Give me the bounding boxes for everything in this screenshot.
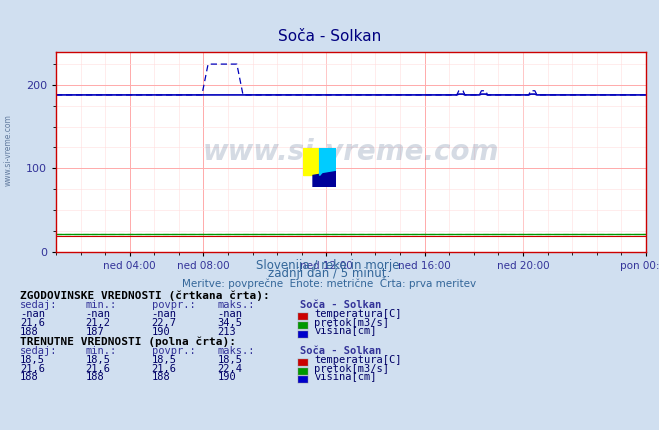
Text: 22,7: 22,7 — [152, 318, 177, 328]
Text: 21,6: 21,6 — [86, 363, 111, 374]
Text: 188: 188 — [20, 326, 38, 337]
Polygon shape — [320, 148, 336, 175]
Text: maks.:: maks.: — [217, 300, 255, 310]
Text: 34,5: 34,5 — [217, 318, 243, 328]
Text: temperatura[C]: temperatura[C] — [314, 355, 402, 365]
Text: povpr.:: povpr.: — [152, 300, 195, 310]
Text: www.si-vreme.com: www.si-vreme.com — [4, 114, 13, 187]
Text: 21,6: 21,6 — [152, 363, 177, 374]
Text: Soča - Solkan: Soča - Solkan — [300, 300, 381, 310]
Bar — [303, 148, 320, 175]
Text: višina[cm]: višina[cm] — [314, 326, 377, 337]
Text: višina[cm]: višina[cm] — [314, 372, 377, 382]
Text: 188: 188 — [20, 372, 38, 382]
Text: 18,5: 18,5 — [152, 355, 177, 365]
Text: 187: 187 — [86, 326, 104, 337]
Text: 18,5: 18,5 — [217, 355, 243, 365]
Text: Slovenija / reke in morje.: Slovenija / reke in morje. — [256, 259, 403, 272]
Polygon shape — [320, 148, 336, 175]
Text: 188: 188 — [86, 372, 104, 382]
Text: -nan: -nan — [86, 309, 111, 319]
Text: zadnji dan / 5 minut.: zadnji dan / 5 minut. — [268, 267, 391, 280]
Text: 213: 213 — [217, 326, 236, 337]
Text: min.:: min.: — [86, 300, 117, 310]
Text: maks.:: maks.: — [217, 346, 255, 356]
Text: www.si-vreme.com: www.si-vreme.com — [203, 138, 499, 166]
Text: 18,5: 18,5 — [86, 355, 111, 365]
Text: sedaj:: sedaj: — [20, 346, 57, 356]
Text: povpr.:: povpr.: — [152, 346, 195, 356]
Text: 190: 190 — [152, 326, 170, 337]
Text: min.:: min.: — [86, 346, 117, 356]
Text: Meritve: povprečne  Enote: metrične  Črta: prva meritev: Meritve: povprečne Enote: metrične Črta:… — [183, 277, 476, 289]
Text: 18,5: 18,5 — [20, 355, 45, 365]
Text: Soča - Solkan: Soča - Solkan — [278, 29, 381, 44]
Text: 21,6: 21,6 — [20, 318, 45, 328]
Polygon shape — [313, 172, 336, 187]
Text: sedaj:: sedaj: — [20, 300, 57, 310]
Text: Soča - Solkan: Soča - Solkan — [300, 346, 381, 356]
Text: -nan: -nan — [20, 309, 45, 319]
Text: pretok[m3/s]: pretok[m3/s] — [314, 318, 389, 328]
Text: temperatura[C]: temperatura[C] — [314, 309, 402, 319]
Text: pretok[m3/s]: pretok[m3/s] — [314, 363, 389, 374]
Text: -nan: -nan — [152, 309, 177, 319]
Text: ZGODOVINSKE VREDNOSTI (črtkana črta):: ZGODOVINSKE VREDNOSTI (črtkana črta): — [20, 290, 270, 301]
Text: 21,2: 21,2 — [86, 318, 111, 328]
Text: -nan: -nan — [217, 309, 243, 319]
Text: 190: 190 — [217, 372, 236, 382]
Text: 188: 188 — [152, 372, 170, 382]
Text: TRENUTNE VREDNOSTI (polna črta):: TRENUTNE VREDNOSTI (polna črta): — [20, 336, 236, 347]
Text: 21,6: 21,6 — [20, 363, 45, 374]
Text: 22,4: 22,4 — [217, 363, 243, 374]
